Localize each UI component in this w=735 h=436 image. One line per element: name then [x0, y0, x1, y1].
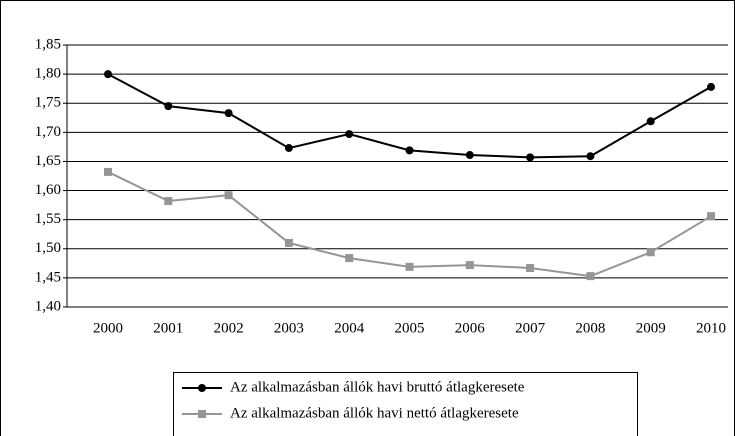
x-tick-label: 2005 — [395, 320, 425, 336]
legend-marker — [198, 384, 206, 392]
y-tick-label: 1,45 — [35, 269, 61, 285]
x-tick-label: 2001 — [153, 320, 183, 336]
x-tick-label: 2010 — [696, 320, 726, 336]
y-tick-label: 1,75 — [35, 95, 61, 111]
x-tick-label: 2003 — [274, 320, 304, 336]
point — [104, 167, 112, 176]
point — [164, 102, 173, 111]
y-tick-label: 1,70 — [35, 124, 61, 140]
point — [345, 130, 354, 139]
legend-label: Az alkalmazásban állók havi bruttó átlag… — [230, 379, 525, 395]
y-tick-label: 1,65 — [35, 153, 61, 169]
point — [646, 117, 655, 126]
x-tick-label: 2007 — [515, 320, 546, 336]
y-tick-label: 1,85 — [35, 36, 61, 52]
x-tick-label: 2006 — [455, 320, 486, 336]
point — [284, 238, 293, 247]
point — [405, 262, 414, 271]
point — [224, 109, 233, 118]
point — [707, 212, 715, 221]
series-line — [107, 171, 712, 278]
x-tick-label: 2002 — [214, 320, 244, 336]
point — [586, 272, 595, 281]
x-tick-label: 2000 — [93, 320, 123, 336]
point — [526, 263, 535, 272]
x-tick-label: 2008 — [575, 320, 605, 336]
point — [284, 144, 293, 153]
x-tick-label: 2009 — [636, 320, 666, 336]
point — [526, 153, 535, 162]
point — [646, 248, 655, 257]
y-tick-label: 1,50 — [35, 240, 61, 256]
point — [164, 197, 173, 206]
point — [465, 261, 474, 270]
point — [405, 146, 414, 155]
point — [224, 191, 233, 200]
y-tick-label: 1,60 — [35, 182, 61, 198]
x-tick-label: 2004 — [334, 320, 365, 336]
point — [707, 82, 715, 91]
legend-box — [173, 372, 638, 436]
y-tick-label: 1,40 — [35, 298, 61, 314]
y-tick-label: 1,80 — [35, 66, 61, 82]
point — [465, 151, 474, 160]
series-line — [107, 73, 712, 159]
point — [104, 70, 112, 79]
y-tick-label: 1,55 — [35, 211, 61, 227]
point — [586, 152, 595, 161]
legend-label: Az alkalmazásban állók havi nettó átlagk… — [230, 405, 519, 421]
point — [345, 254, 354, 263]
legend-marker — [198, 410, 206, 418]
